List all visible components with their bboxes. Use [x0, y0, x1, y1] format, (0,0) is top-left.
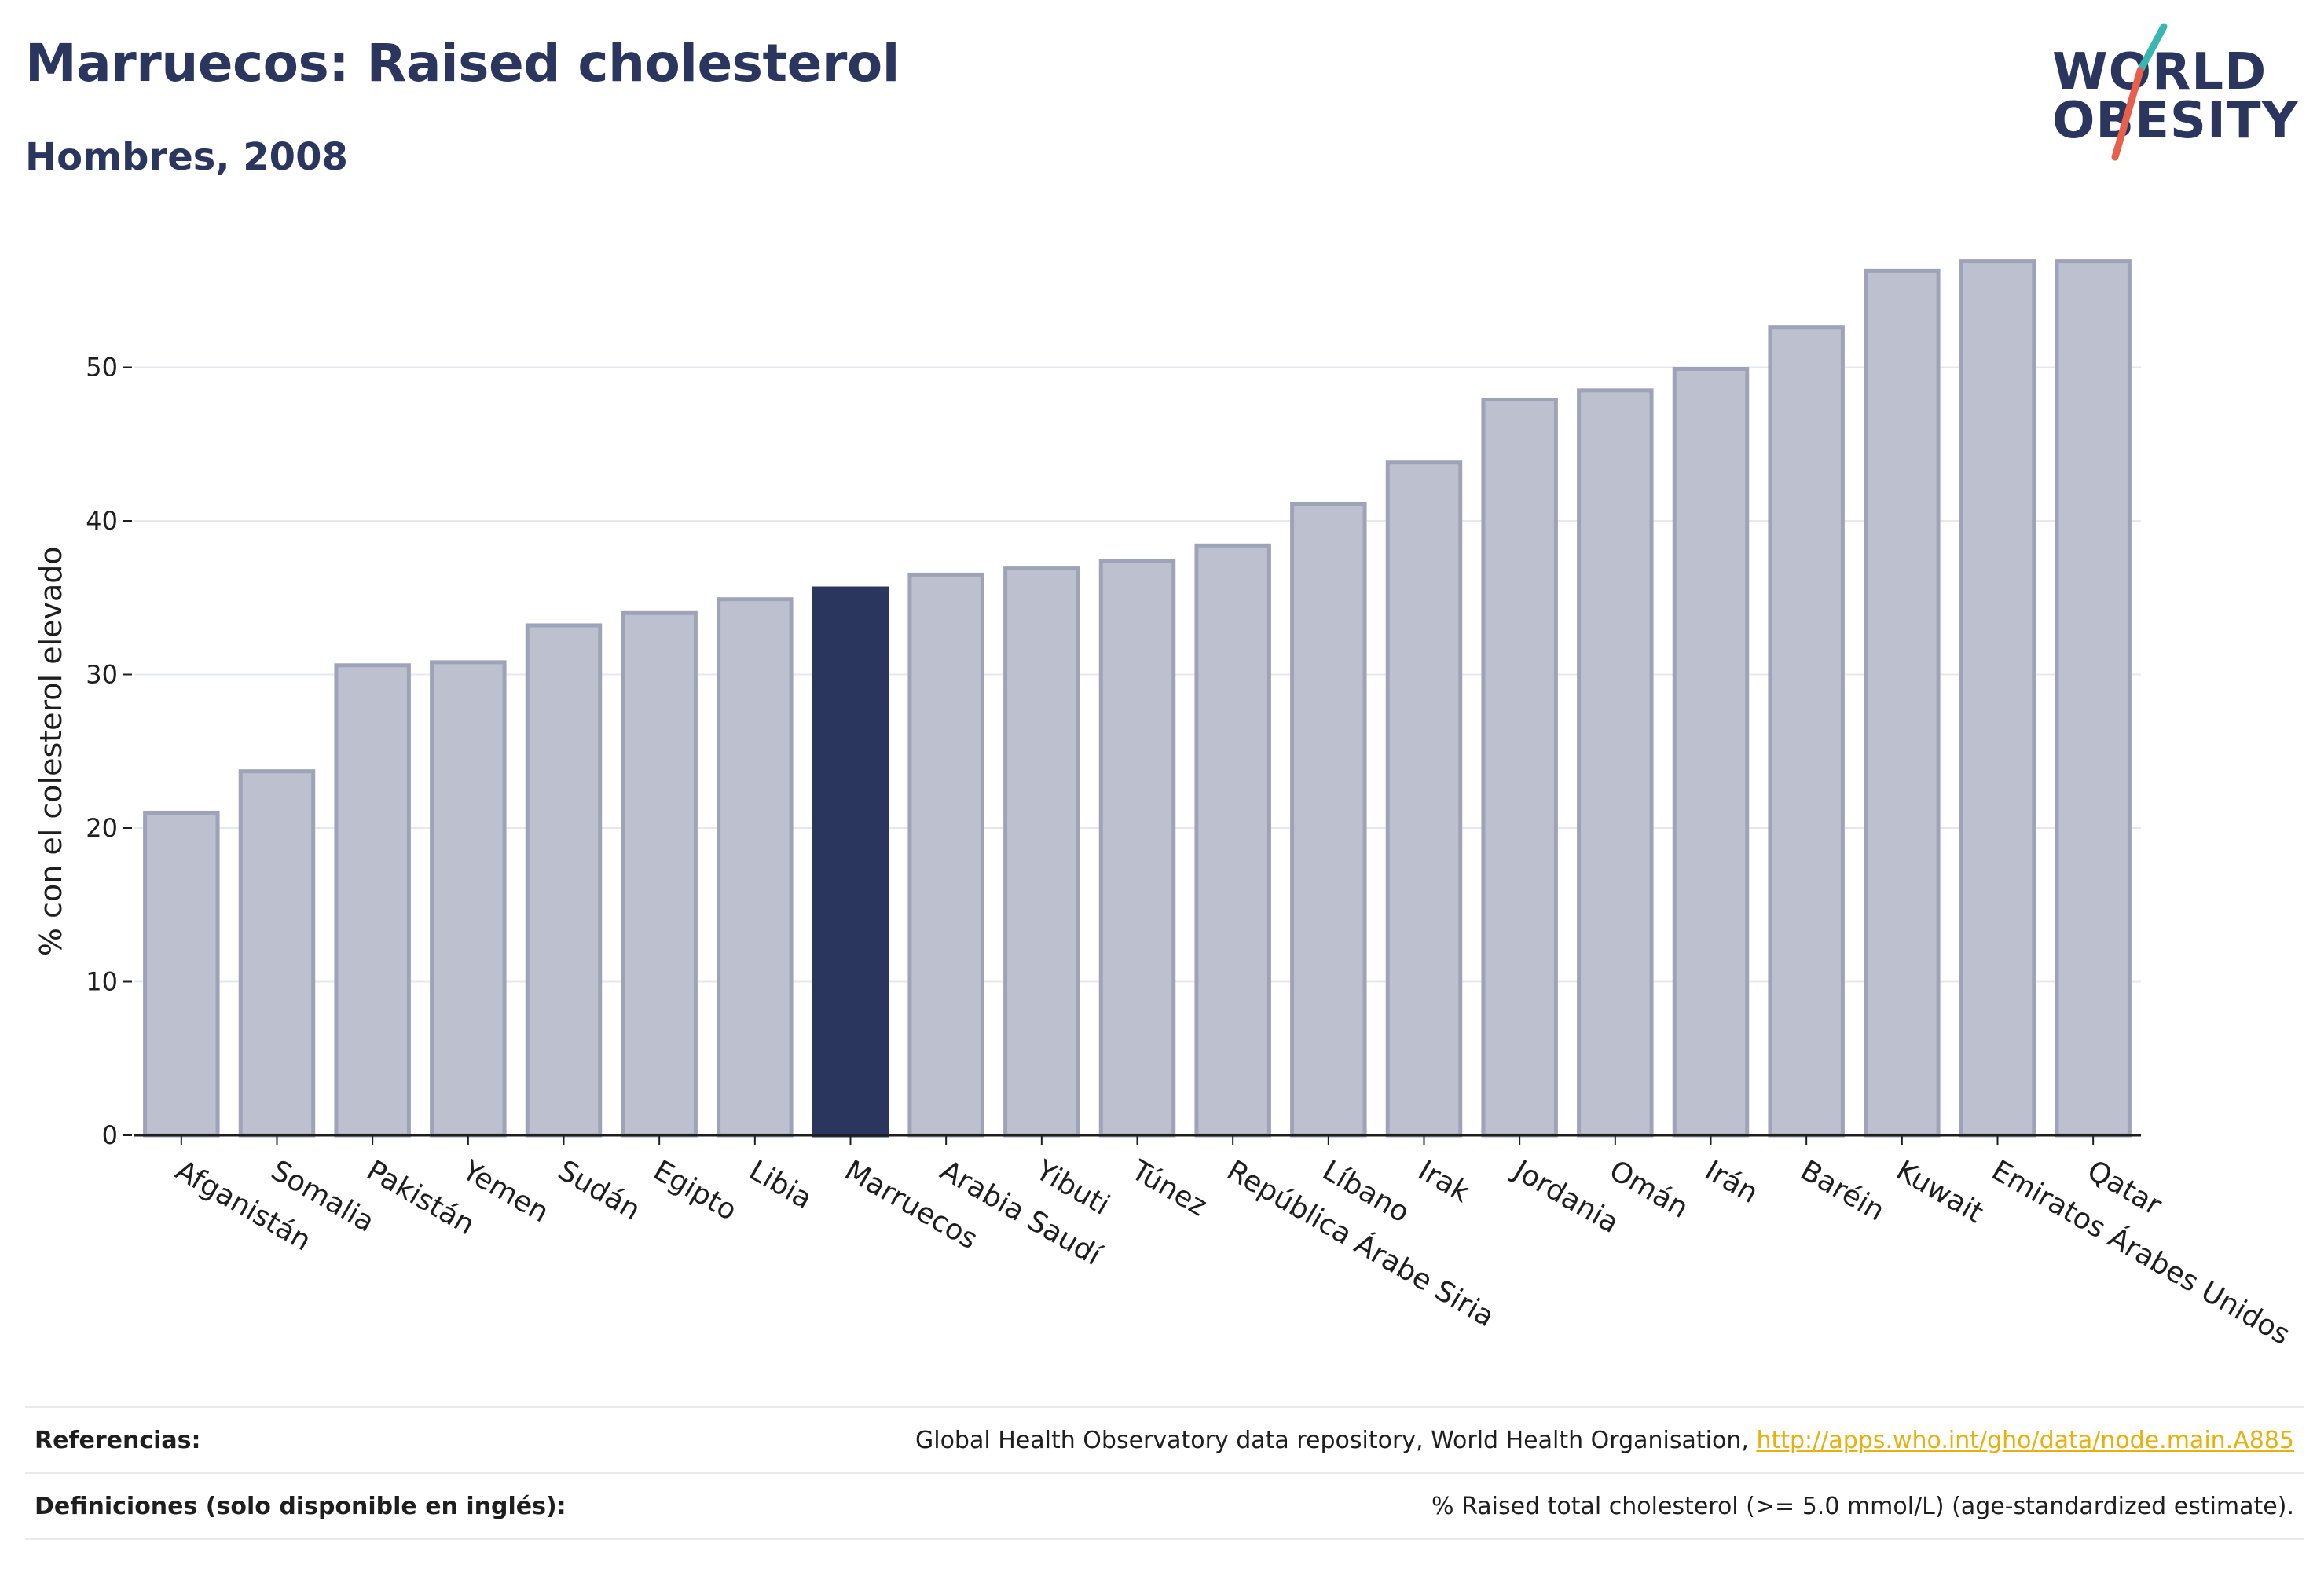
- chart-title: Marruecos: Raised cholesterol: [25, 33, 900, 93]
- bar[interactable]: [1577, 388, 1654, 1138]
- x-tick-label: Jordania: [1507, 1153, 1624, 1240]
- bar[interactable]: [525, 623, 603, 1138]
- bar[interactable]: [1864, 268, 1941, 1138]
- references-label: Referencias:: [35, 1426, 201, 1454]
- bar[interactable]: [1290, 501, 1367, 1138]
- logo-word-obesity: OBESITY: [2052, 92, 2299, 150]
- bar[interactable]: [2055, 259, 2132, 1138]
- references-text: Global Health Observatory data repositor…: [915, 1426, 1749, 1454]
- definitions-row: Definiciones (solo disponible en inglés)…: [25, 1472, 2304, 1540]
- x-tick-label: Arabia Saudí: [935, 1154, 1107, 1272]
- bars: [143, 259, 2132, 1138]
- bar[interactable]: [143, 810, 220, 1138]
- definitions-text: % Raised total cholesterol (>= 5.0 mmol/…: [1431, 1492, 2294, 1520]
- bar[interactable]: [1768, 325, 1845, 1138]
- bar[interactable]: [1194, 543, 1271, 1138]
- y-tick-label: 50: [86, 353, 118, 383]
- references-link[interactable]: http://apps.who.int/gho/data/node.main.A…: [1756, 1426, 2294, 1454]
- y-tick-label: 10: [86, 967, 118, 997]
- bar[interactable]: [430, 660, 507, 1138]
- bar[interactable]: [1385, 460, 1463, 1138]
- x-tick-label: Egipto: [648, 1154, 742, 1227]
- y-tick-label: 0: [102, 1120, 118, 1150]
- bar[interactable]: [238, 769, 316, 1138]
- bar-highlighted[interactable]: [812, 586, 889, 1138]
- y-axis-label: % con el colesterol elevado: [34, 546, 68, 956]
- y-tick-label: 30: [86, 660, 118, 690]
- world-obesity-logo[interactable]: WORLD OBESITY: [2052, 22, 2311, 163]
- definitions-label: Definiciones (solo disponible en inglés)…: [35, 1492, 566, 1520]
- chart-footer: Referencias: Global Health Observatory d…: [25, 1406, 2304, 1540]
- bar-chart: 0 10 20 30 40 50 AfganistánSomaliaPakistánYem…: [34, 259, 2296, 1351]
- logo-word-world: WORLD: [2052, 43, 2267, 101]
- x-tick-label: Sudán: [552, 1154, 646, 1226]
- x-tick-label: Irak: [1413, 1154, 1475, 1209]
- x-tick-label: Kuwait: [1890, 1154, 1989, 1230]
- logo-slash-icon: [2111, 23, 2168, 161]
- y-tick-label: 40: [86, 506, 118, 536]
- bar[interactable]: [1481, 398, 1558, 1138]
- bar[interactable]: [621, 610, 698, 1138]
- references-row: Referencias: Global Health Observatory d…: [25, 1406, 2304, 1472]
- x-tick-label: Pakistán: [361, 1154, 480, 1241]
- bar[interactable]: [334, 663, 411, 1138]
- axes: 0 10 20 30 40 50: [86, 353, 2141, 1150]
- bar[interactable]: [907, 572, 984, 1138]
- bar[interactable]: [1003, 566, 1080, 1138]
- bar[interactable]: [1098, 559, 1176, 1138]
- x-tick-label: Túnez: [1125, 1154, 1212, 1223]
- x-tick-label: Libia: [743, 1154, 817, 1215]
- x-tick-label: Baréin: [1795, 1154, 1890, 1227]
- bar[interactable]: [717, 597, 794, 1138]
- bar[interactable]: [1959, 259, 2036, 1138]
- y-tick-label: 20: [86, 813, 118, 843]
- references-value: Global Health Observatory data repositor…: [915, 1427, 2294, 1454]
- chart-subtitle: Hombres, 2008: [25, 135, 348, 179]
- x-tick-label: Irán: [1699, 1154, 1763, 1210]
- bar[interactable]: [1672, 366, 1750, 1138]
